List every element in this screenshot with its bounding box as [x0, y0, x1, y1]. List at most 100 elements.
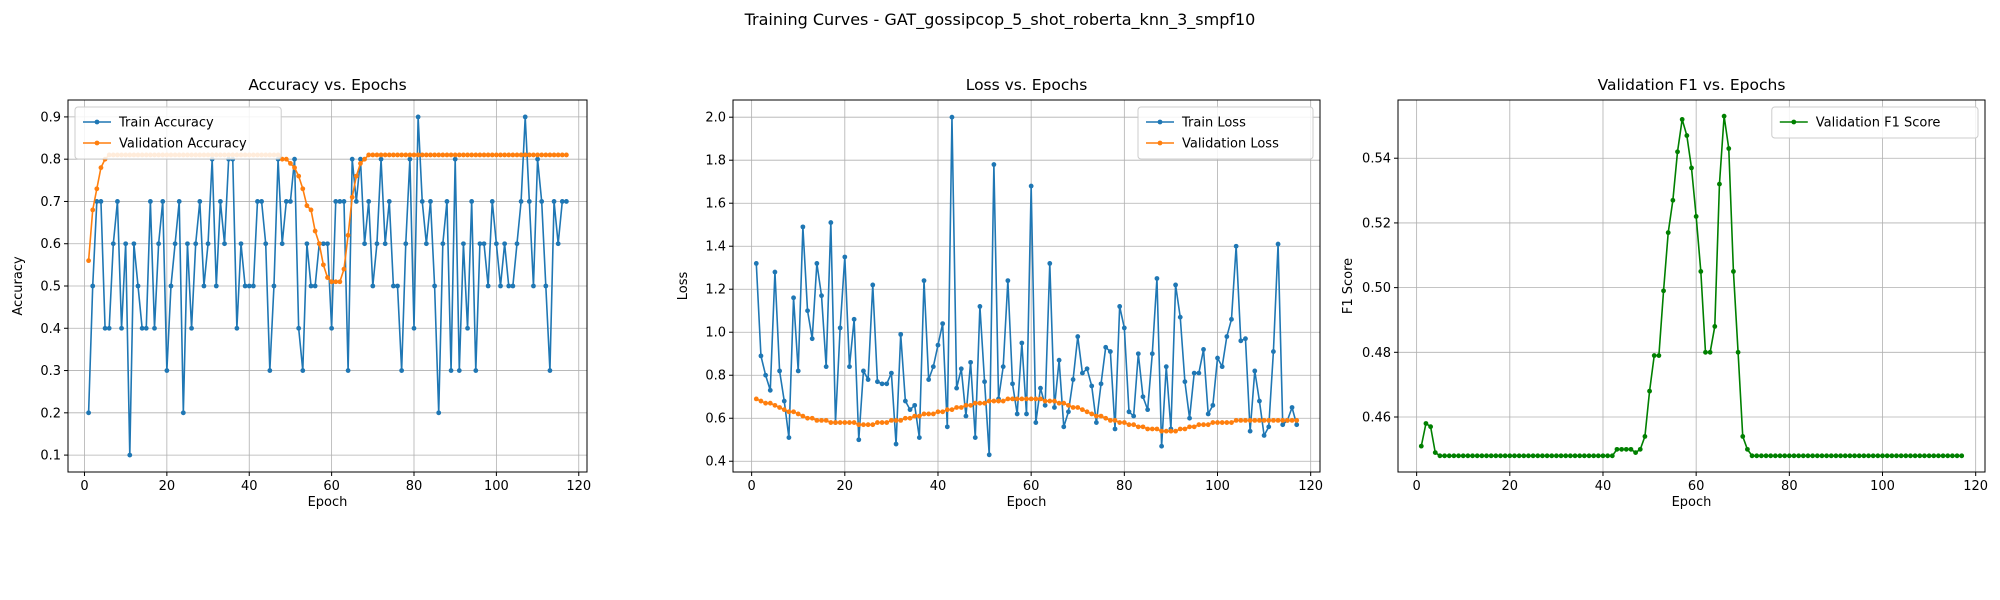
train-accuracy-point [510, 283, 516, 289]
validation-accuracy-point [407, 152, 413, 158]
y-tick-label: 0.9 [40, 110, 61, 125]
train-accuracy-point [432, 283, 437, 289]
train-accuracy-point [127, 452, 133, 458]
x-tick-label: 40 [241, 479, 258, 494]
validation-accuracy-point [337, 279, 343, 285]
y-tick-label: 0.6 [40, 237, 61, 252]
train-accuracy-point [304, 241, 310, 247]
x-tick-label: 120 [566, 479, 591, 494]
train-accuracy-point [428, 199, 433, 204]
x-tick-label: 0 [80, 479, 88, 494]
train-accuracy-point [526, 199, 532, 204]
train-accuracy-point [444, 199, 450, 204]
validation-accuracy-point [510, 152, 516, 158]
train-accuracy-point [242, 283, 248, 289]
validation-accuracy-point [378, 152, 384, 158]
validation-accuracy-point [370, 152, 376, 158]
validation-accuracy-point [386, 152, 392, 158]
validation-accuracy-point [543, 152, 549, 158]
validation-accuracy-point [320, 262, 326, 268]
legend: Train Accuracy Validation Accuracy [74, 106, 282, 160]
train-accuracy-point [283, 199, 289, 204]
y-tick-label: 0.7 [40, 195, 61, 210]
validation-accuracy-point [391, 152, 396, 158]
train-accuracy-point [160, 199, 166, 204]
train-accuracy-point [143, 325, 149, 331]
validation-accuracy-point [90, 207, 96, 213]
train-accuracy-point [564, 199, 569, 204]
train-accuracy-point [337, 199, 343, 204]
validation-accuracy-point [436, 152, 442, 158]
train-accuracy-point [185, 241, 190, 247]
train-accuracy-point [514, 241, 520, 247]
train-accuracy-point [440, 241, 446, 247]
train-accuracy-point [518, 199, 524, 204]
train-accuracy-point [448, 368, 454, 373]
validation-accuracy-point [489, 152, 495, 158]
validation-accuracy-point [325, 275, 330, 280]
validation-accuracy-point [94, 186, 100, 192]
train-accuracy-point [551, 199, 557, 204]
train-accuracy-point [506, 283, 512, 289]
train-accuracy-point [358, 156, 363, 162]
train-accuracy-point [559, 199, 565, 204]
train-accuracy-point [156, 241, 162, 247]
train-accuracy-point [498, 283, 503, 289]
train-accuracy-point [329, 325, 335, 331]
train-accuracy-point [493, 241, 499, 247]
train-accuracy-point [391, 283, 396, 289]
validation-accuracy-point [362, 156, 367, 162]
train-accuracy-point [477, 241, 483, 247]
train-accuracy-point [539, 199, 545, 204]
validation-accuracy-point [535, 152, 540, 158]
validation-accuracy-point [559, 152, 565, 158]
validation-accuracy-point [444, 152, 450, 158]
train-accuracy-point [469, 199, 475, 204]
validation-accuracy-point [288, 161, 293, 166]
legend-box [74, 106, 282, 160]
validation-accuracy-point [547, 152, 553, 158]
train-accuracy-point [176, 199, 182, 204]
validation-accuracy-point [304, 203, 310, 209]
validation-accuracy-point [502, 152, 508, 158]
train-accuracy-point [382, 241, 388, 247]
train-accuracy-point [246, 283, 252, 289]
train-accuracy-point [259, 199, 264, 204]
train-accuracy-point [308, 283, 314, 289]
train-accuracy-point [193, 241, 199, 247]
train-accuracy-point [374, 241, 380, 247]
validation-accuracy-point [399, 152, 405, 158]
validation-accuracy-point [329, 279, 335, 285]
train-accuracy-point [456, 368, 462, 373]
validation-accuracy-point [349, 194, 355, 200]
train-accuracy-point [189, 325, 194, 331]
train-accuracy-point [131, 241, 137, 247]
validation-accuracy-point [403, 152, 409, 158]
y-axis-label: Accuracy [11, 256, 26, 316]
train-accuracy-point [300, 368, 306, 373]
validation-accuracy-point [86, 258, 91, 264]
validation-accuracy-point [452, 152, 458, 158]
y-tick-label: 0.2 [40, 406, 61, 421]
x-tick-label: 60 [323, 479, 340, 494]
legend-swatch-marker [94, 140, 100, 146]
validation-accuracy-point [296, 173, 302, 179]
validation-accuracy-point [312, 228, 318, 234]
train-accuracy-point [473, 368, 479, 373]
train-accuracy-point [399, 368, 405, 373]
train-accuracy-point [345, 368, 351, 373]
validation-accuracy-point [465, 152, 470, 158]
train-accuracy-point [213, 283, 219, 289]
train-accuracy-point [353, 199, 359, 204]
train-accuracy-point [86, 410, 91, 416]
validation-accuracy-point [415, 152, 421, 158]
train-accuracy-point [296, 325, 302, 331]
train-accuracy-point [250, 283, 256, 289]
validation-accuracy-point [382, 152, 388, 158]
train-accuracy-point [135, 283, 141, 289]
train-accuracy-point [119, 325, 124, 331]
train-accuracy-point [531, 283, 536, 289]
legend-swatch-marker [94, 119, 100, 125]
chart-title: Accuracy vs. Epochs [248, 76, 406, 94]
